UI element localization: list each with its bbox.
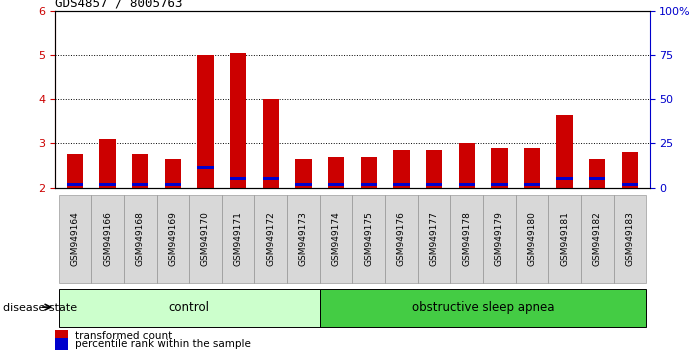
Bar xyxy=(393,183,410,185)
Bar xyxy=(67,183,83,185)
Text: GSM949181: GSM949181 xyxy=(560,211,569,267)
Bar xyxy=(198,166,214,169)
Text: GSM949169: GSM949169 xyxy=(169,211,178,267)
Text: GSM949182: GSM949182 xyxy=(593,212,602,266)
Text: GSM949180: GSM949180 xyxy=(527,211,536,267)
Bar xyxy=(164,183,181,185)
Bar xyxy=(581,195,614,283)
Bar xyxy=(451,195,483,283)
Text: GSM949170: GSM949170 xyxy=(201,211,210,267)
Bar xyxy=(320,195,352,283)
Text: GSM949183: GSM949183 xyxy=(625,211,634,267)
Text: GSM949175: GSM949175 xyxy=(364,211,373,267)
Text: percentile rank within the sample: percentile rank within the sample xyxy=(75,339,251,349)
Bar xyxy=(222,195,254,283)
Text: GDS4857 / 8005763: GDS4857 / 8005763 xyxy=(55,0,183,10)
Bar xyxy=(589,177,605,180)
Bar xyxy=(59,195,91,283)
Bar xyxy=(295,183,312,185)
Bar xyxy=(418,195,451,283)
Bar xyxy=(556,115,573,188)
Bar xyxy=(491,148,507,188)
Text: GSM949166: GSM949166 xyxy=(103,211,112,267)
Text: GSM949176: GSM949176 xyxy=(397,211,406,267)
Bar xyxy=(524,148,540,188)
Bar xyxy=(483,195,515,283)
Bar xyxy=(622,152,638,188)
Bar xyxy=(59,289,320,327)
Bar xyxy=(132,183,149,185)
Bar xyxy=(426,150,442,188)
Bar xyxy=(328,183,344,185)
Text: GSM949172: GSM949172 xyxy=(266,212,275,266)
Bar xyxy=(230,53,246,188)
Bar xyxy=(198,55,214,188)
Text: transformed count: transformed count xyxy=(75,331,172,341)
Bar xyxy=(385,195,418,283)
Bar xyxy=(459,183,475,185)
Text: GSM949174: GSM949174 xyxy=(332,212,341,266)
Bar xyxy=(132,154,149,188)
Bar xyxy=(100,139,115,188)
Bar xyxy=(320,289,646,327)
Text: GSM949171: GSM949171 xyxy=(234,211,243,267)
Bar xyxy=(352,195,385,283)
Text: GSM949164: GSM949164 xyxy=(70,212,79,266)
Text: GSM949168: GSM949168 xyxy=(135,211,144,267)
Bar xyxy=(589,159,605,188)
Bar xyxy=(426,183,442,185)
Bar xyxy=(156,195,189,283)
Bar xyxy=(524,183,540,185)
Bar xyxy=(124,195,156,283)
Bar xyxy=(263,99,279,188)
Bar xyxy=(67,154,83,188)
Bar xyxy=(491,183,507,185)
Text: GSM949179: GSM949179 xyxy=(495,211,504,267)
Bar xyxy=(622,183,638,185)
Bar xyxy=(189,195,222,283)
Bar xyxy=(361,183,377,185)
Bar xyxy=(393,150,410,188)
Bar xyxy=(263,177,279,180)
Text: obstructive sleep apnea: obstructive sleep apnea xyxy=(412,301,554,314)
Bar xyxy=(361,156,377,188)
Bar xyxy=(100,183,115,185)
Bar xyxy=(328,156,344,188)
Bar xyxy=(515,195,549,283)
Bar xyxy=(549,195,581,283)
Text: control: control xyxy=(169,301,209,314)
Text: GSM949173: GSM949173 xyxy=(299,211,308,267)
Text: GSM949177: GSM949177 xyxy=(430,211,439,267)
Bar xyxy=(459,143,475,188)
Bar xyxy=(230,177,246,180)
Bar xyxy=(614,195,646,283)
Bar xyxy=(556,177,573,180)
Bar xyxy=(254,195,287,283)
Bar xyxy=(91,195,124,283)
Text: disease state: disease state xyxy=(3,303,77,313)
Bar xyxy=(164,159,181,188)
Bar xyxy=(295,159,312,188)
Bar xyxy=(287,195,320,283)
Text: GSM949178: GSM949178 xyxy=(462,211,471,267)
